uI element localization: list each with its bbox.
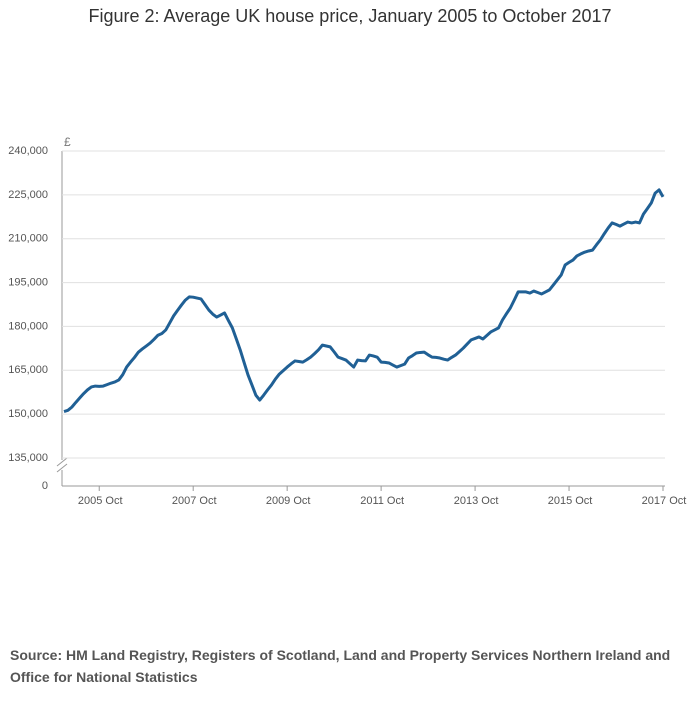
axis-break	[56, 457, 68, 467]
y-tick-label: 240,000	[8, 145, 48, 157]
x-tick-label: 2011 Oct	[360, 495, 404, 507]
x-tick-label: 2013 Oct	[454, 495, 499, 507]
y-axis-label: £	[64, 135, 71, 149]
x-tick-label: 2005 Oct	[78, 495, 123, 507]
y-tick-label: 150,000	[8, 408, 48, 420]
x-tick-label: 2015 Oct	[548, 495, 593, 507]
x-tick-label: 2009 Oct	[266, 495, 311, 507]
x-tick-label: 2007 Oct	[172, 495, 217, 507]
x-tick-label: 2017 Oct	[642, 495, 687, 507]
y-tick-label: 210,000	[8, 233, 48, 245]
y-tick-label: 0	[42, 480, 48, 492]
axis-break	[56, 463, 68, 473]
data-line	[63, 188, 665, 413]
y-tick-label: 135,000	[8, 452, 48, 464]
y-tick-label: 180,000	[8, 320, 48, 332]
y-tick-label: 165,000	[8, 364, 48, 376]
chart: Figure 2: Average UK house price, Januar…	[8, 6, 687, 507]
y-tick-label: 225,000	[8, 189, 48, 201]
y-tick-label: 195,000	[8, 276, 48, 288]
chart-title: Figure 2: Average UK house price, Januar…	[89, 6, 612, 26]
source-note: Source: HM Land Registry, Registers of S…	[10, 647, 671, 685]
